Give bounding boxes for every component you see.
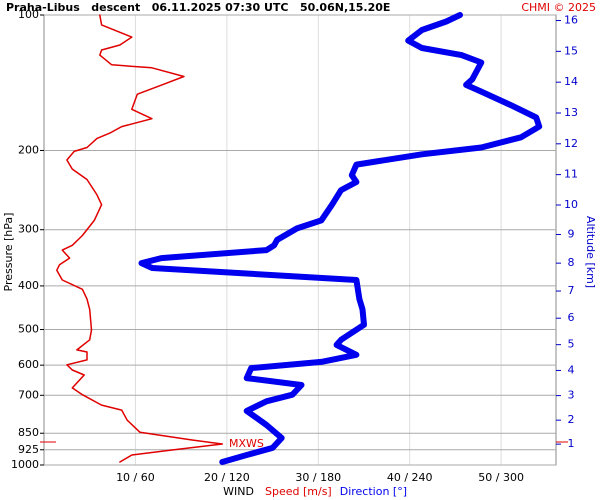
- y-tick-label: 925: [18, 443, 39, 456]
- y-tick-label: 850: [18, 426, 39, 439]
- y-tick-label: 400: [18, 279, 39, 292]
- y-tick-label: 200: [18, 143, 39, 156]
- y2-tick-label: 1: [568, 437, 575, 450]
- legend-entry: Direction [°]: [340, 485, 407, 498]
- y-tick-label: 500: [18, 323, 39, 336]
- y2-tick-label: 5: [568, 338, 575, 351]
- x-tick-label: 40 / 240: [387, 471, 433, 484]
- y2-tick-label: 12: [564, 137, 578, 150]
- series-line: [56, 14, 224, 463]
- x-tick-label: 50 / 300: [478, 471, 524, 484]
- y2-tick-label: 13: [564, 106, 578, 119]
- series-line: [138, 12, 543, 465]
- x-tick-label: 30 / 180: [295, 471, 341, 484]
- y2-tick-label: 15: [564, 44, 578, 57]
- y2-tick-label: 7: [568, 284, 575, 297]
- legend-entry: Speed [m/s]: [265, 485, 332, 498]
- annotation: MXWS: [229, 437, 264, 450]
- x-tick-label: 10 / 60: [116, 471, 155, 484]
- x-tick-label: 20 / 120: [204, 471, 250, 484]
- y-axis-label: Pressure [hPa]: [2, 213, 15, 292]
- credit: CHMI © 2025: [521, 1, 596, 14]
- y-tick-label: 300: [18, 223, 39, 236]
- y2-tick-label: 8: [568, 256, 575, 269]
- y-tick-label: 1000: [11, 458, 39, 471]
- y-tick-label: 600: [18, 358, 39, 371]
- y2-tick-label: 4: [568, 363, 575, 376]
- y2-tick-label: 3: [568, 389, 575, 402]
- y2-tick-label: 10: [564, 198, 578, 211]
- y-tick-label: 700: [18, 388, 39, 401]
- y2-tick-label: 9: [568, 227, 575, 240]
- y2-tick-label: 11: [564, 168, 578, 181]
- y2-tick-label: 2: [568, 413, 575, 426]
- y2-tick-label: 6: [568, 311, 575, 324]
- x-axis-label: WIND: [223, 485, 254, 498]
- y2-tick-label: 16: [564, 14, 578, 27]
- y2-axis-label: Altitude [km]: [584, 216, 597, 288]
- y-tick-label: 100: [18, 8, 39, 21]
- y2-tick-label: 14: [564, 75, 578, 88]
- chart-title: Praha-Libus descent 06.11.2025 07:30 UTC…: [6, 1, 390, 14]
